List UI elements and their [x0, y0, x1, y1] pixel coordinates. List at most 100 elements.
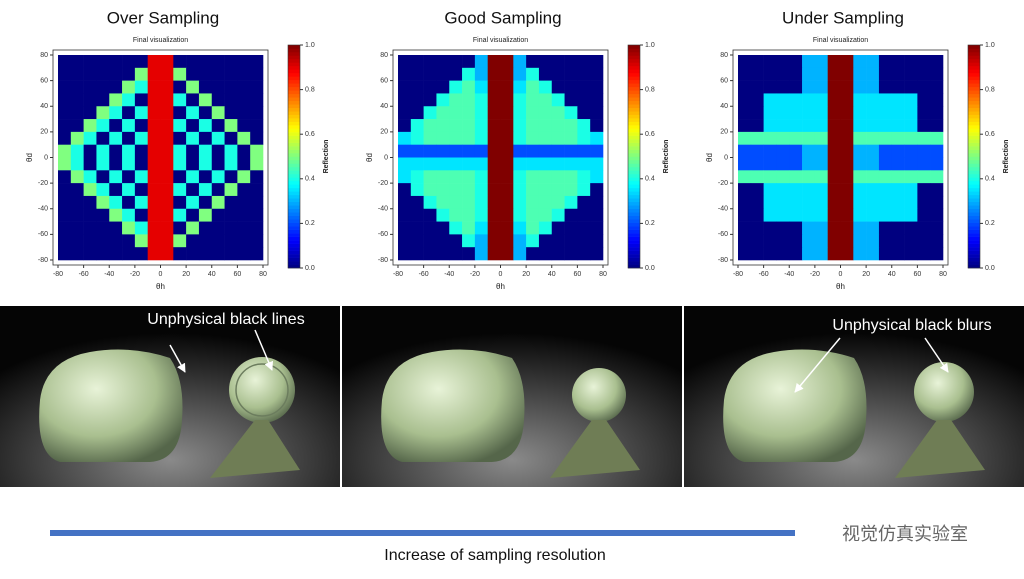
colorbar-step: [968, 139, 980, 143]
heat-cell: [500, 183, 514, 197]
heat-cell: [250, 93, 264, 107]
heat-cell: [904, 144, 918, 158]
heat-cell: [198, 80, 213, 94]
heat-cell: [198, 234, 213, 248]
heat-cell: [211, 247, 225, 261]
colorbar-step: [968, 100, 980, 105]
heat-cell: [814, 157, 828, 171]
heat-cell: [250, 195, 264, 210]
heat-cell: [891, 144, 905, 158]
heat-cell: [891, 67, 905, 81]
colorbar-step: [628, 128, 640, 133]
colorbar-step: [968, 97, 980, 102]
heat-cell: [487, 157, 501, 171]
colorbar-step: [288, 233, 300, 237]
heat-cell: [58, 157, 72, 171]
heat-cell: [891, 131, 905, 145]
heat-cell: [462, 67, 476, 81]
heat-cell: [109, 67, 123, 81]
heat-cell: [109, 170, 123, 184]
heat-cell: [398, 221, 412, 235]
heat-cell: [134, 67, 148, 81]
heat-cell: [526, 106, 540, 120]
heat-cell: [198, 221, 213, 235]
heat-cell: [224, 55, 238, 69]
heat-cell: [474, 157, 488, 171]
x-tick-label: -80: [53, 271, 63, 278]
x-axis-label: θh: [156, 282, 165, 291]
heat-cell: [917, 195, 931, 210]
colorbar-step: [288, 180, 300, 185]
heat-cell: [147, 208, 161, 222]
heat-cell: [423, 131, 437, 145]
heat-cell: [564, 144, 578, 158]
x-tick-label: 80: [939, 271, 947, 278]
heat-cell: [577, 157, 591, 171]
heat-cell: [513, 157, 527, 171]
heat-cell: [198, 157, 213, 171]
heat-cell: [590, 208, 604, 222]
heat-cell: [590, 221, 604, 235]
annotation: Unphysical black blurs: [832, 317, 991, 334]
heat-cell: [70, 221, 84, 235]
heat-cell: [211, 93, 225, 107]
heat-cell: [917, 106, 931, 120]
heat-cell: [551, 183, 565, 197]
heat-cell: [878, 119, 893, 133]
heat-cell: [750, 234, 764, 248]
colorbar-step: [968, 55, 980, 60]
heat-cell: [436, 208, 450, 222]
heat-cell: [513, 247, 527, 261]
y-tick-label: 80: [380, 52, 388, 59]
heat-cell: [917, 93, 931, 107]
heat-cell: [750, 106, 764, 120]
colorbar-step: [968, 243, 980, 248]
heat-cell: [237, 208, 251, 222]
heat-cell: [513, 183, 527, 197]
heat-cell: [250, 144, 264, 158]
heat-cell: [840, 183, 854, 197]
colorbar-step: [968, 166, 980, 171]
heat-cell: [891, 55, 905, 69]
colorbar-tick-label: 0.2: [985, 220, 995, 227]
heat-cell: [160, 144, 174, 158]
colorbar-step: [628, 107, 640, 112]
heat-cell: [789, 80, 803, 94]
heat-cell: [891, 208, 905, 222]
heat-cell: [814, 80, 828, 94]
heat-cell: [211, 195, 225, 210]
heat-cell: [750, 195, 764, 210]
heat-cell: [814, 170, 828, 184]
heat-cell: [147, 170, 161, 184]
heat-cell: [436, 170, 450, 184]
heat-cell: [449, 170, 463, 184]
heat-cell: [186, 131, 200, 145]
colorbar-step: [968, 72, 980, 77]
heat-cell: [526, 234, 540, 248]
heat-cell: [500, 55, 514, 69]
heat-cell: [891, 106, 905, 120]
heat-cell: [551, 67, 565, 81]
heat-cell: [134, 119, 148, 133]
heat-cell: [134, 208, 148, 222]
y-tick-label: -40: [38, 206, 48, 213]
heat-cell: [538, 55, 553, 69]
heat-cell: [487, 55, 501, 69]
colorbar-step: [628, 111, 640, 115]
heat-cell: [173, 106, 187, 120]
colorbar-step: [288, 159, 300, 164]
colorbar-step: [288, 58, 300, 63]
heat-cell: [577, 131, 591, 145]
heat-cell: [526, 157, 540, 171]
heat-cell: [160, 208, 174, 222]
colorbar-step: [628, 243, 640, 248]
colorbar-step: [968, 159, 980, 164]
colorbar-step: [628, 125, 640, 129]
heat-cell: [122, 183, 136, 197]
colorbar-step: [968, 146, 980, 150]
x-tick-label: -60: [79, 271, 89, 278]
colorbar-step: [628, 205, 640, 210]
heat-cell: [211, 170, 225, 184]
heat-cell: [590, 55, 604, 69]
colorbar-step: [968, 111, 980, 115]
